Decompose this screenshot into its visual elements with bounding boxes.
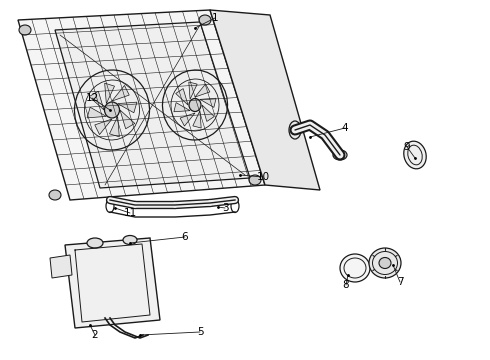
Ellipse shape	[123, 235, 137, 244]
Ellipse shape	[379, 257, 391, 269]
Polygon shape	[65, 238, 160, 328]
Polygon shape	[200, 98, 216, 107]
Polygon shape	[95, 119, 112, 135]
Polygon shape	[50, 255, 72, 278]
Ellipse shape	[189, 99, 201, 112]
Polygon shape	[202, 105, 214, 121]
Ellipse shape	[87, 238, 103, 248]
Polygon shape	[180, 113, 195, 126]
Ellipse shape	[19, 25, 31, 35]
Polygon shape	[18, 10, 265, 200]
Polygon shape	[193, 111, 201, 128]
Ellipse shape	[404, 141, 426, 169]
Text: 5: 5	[196, 327, 203, 337]
Polygon shape	[189, 82, 197, 99]
Ellipse shape	[104, 102, 120, 118]
Polygon shape	[89, 91, 104, 110]
Text: 11: 11	[123, 208, 137, 218]
Text: 1: 1	[212, 13, 219, 23]
Ellipse shape	[249, 175, 261, 185]
Polygon shape	[118, 102, 137, 113]
Polygon shape	[174, 103, 190, 112]
Text: 4: 4	[342, 123, 348, 133]
Ellipse shape	[199, 15, 211, 25]
Polygon shape	[176, 89, 188, 105]
Polygon shape	[112, 85, 129, 101]
Text: 6: 6	[182, 232, 188, 242]
Polygon shape	[195, 84, 210, 97]
Polygon shape	[87, 107, 106, 118]
Text: 12: 12	[85, 93, 98, 103]
Polygon shape	[109, 116, 120, 137]
Ellipse shape	[340, 254, 370, 282]
Polygon shape	[120, 110, 135, 129]
Text: 3: 3	[221, 203, 228, 213]
Text: 9: 9	[404, 142, 410, 152]
Ellipse shape	[49, 190, 61, 200]
Polygon shape	[55, 22, 250, 188]
Text: 7: 7	[397, 277, 403, 287]
Text: 8: 8	[343, 280, 349, 290]
Polygon shape	[105, 83, 115, 104]
Text: 2: 2	[92, 330, 98, 340]
Polygon shape	[210, 10, 320, 190]
Text: 10: 10	[256, 172, 270, 182]
Ellipse shape	[369, 248, 401, 278]
